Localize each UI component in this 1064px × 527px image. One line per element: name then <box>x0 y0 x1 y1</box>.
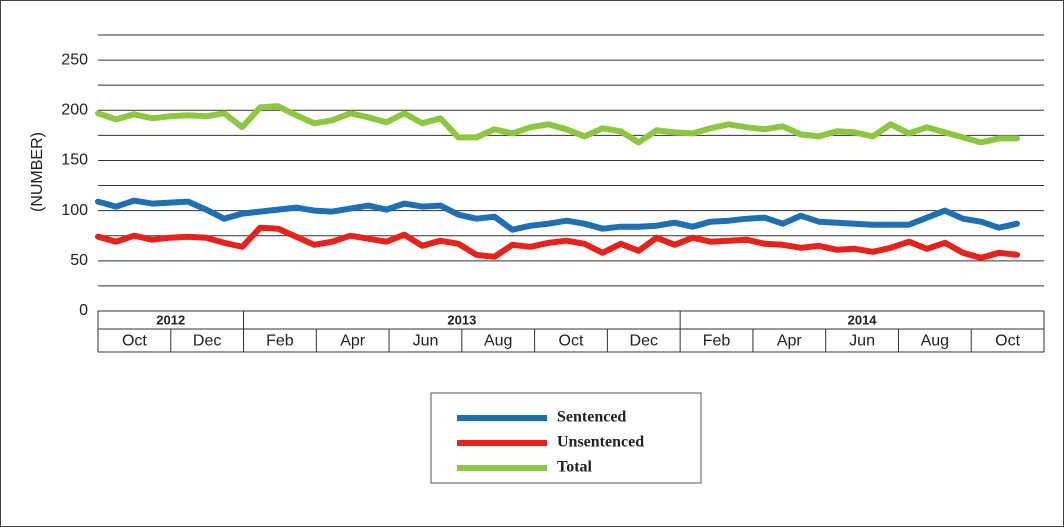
series-line <box>95 103 1020 146</box>
x-tick-label: Oct <box>122 333 147 350</box>
year-label: 2013 <box>447 312 476 327</box>
x-tick-label: Apr <box>340 333 366 350</box>
legend-label: Total <box>557 459 593 476</box>
x-tick-label: Feb <box>703 333 731 350</box>
x-tick-label: Oct <box>995 333 1020 350</box>
x-tick-label: Dec <box>630 333 658 350</box>
x-tick-label: Dec <box>193 333 221 350</box>
y-tick-label: 50 <box>70 252 88 269</box>
x-tick-label: Jun <box>849 333 875 350</box>
y-axis-label: (NUMBER) <box>29 132 46 212</box>
y-tick-label: 250 <box>61 51 88 68</box>
series-line <box>95 224 1020 261</box>
y-tick-label: 0 <box>79 302 88 319</box>
year-label: 2012 <box>156 312 185 327</box>
y-tick-label: 150 <box>61 152 88 169</box>
x-tick-label: Aug <box>484 333 512 350</box>
x-tick-label: Feb <box>266 333 294 350</box>
legend-label: Unsentenced <box>557 434 644 451</box>
y-tick-label: 200 <box>61 101 88 118</box>
x-tick-label: Apr <box>777 333 803 350</box>
x-tick-label: Jun <box>413 333 439 350</box>
legend-label: Sentenced <box>557 409 626 426</box>
y-tick-label: 100 <box>61 202 88 219</box>
x-tick-label: Aug <box>921 333 949 350</box>
year-label: 2014 <box>848 312 878 327</box>
x-tick-label: Oct <box>559 333 584 350</box>
series-line <box>95 197 1020 233</box>
